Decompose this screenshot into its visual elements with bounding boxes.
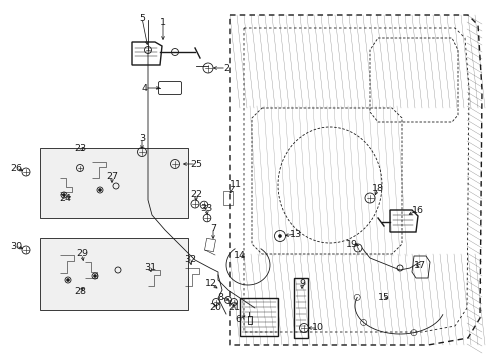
Bar [223, 191, 232, 205]
Text: 22: 22 [190, 189, 202, 198]
Text: 14: 14 [234, 252, 245, 261]
Bar [293, 278, 307, 338]
Text: 15: 15 [377, 293, 389, 302]
Text: 16: 16 [411, 206, 423, 215]
Circle shape [66, 278, 70, 282]
Text: 30: 30 [10, 242, 22, 251]
Text: 6: 6 [235, 315, 241, 324]
Circle shape [278, 234, 281, 238]
Bar [40, 148, 187, 218]
Text: 18: 18 [371, 184, 383, 193]
Text: 13: 13 [289, 230, 302, 239]
Bar [40, 238, 187, 310]
Text: 25: 25 [190, 159, 202, 168]
Text: 11: 11 [229, 180, 242, 189]
Circle shape [93, 274, 97, 278]
Text: 12: 12 [204, 279, 217, 288]
Text: 21: 21 [227, 303, 240, 312]
Text: 27: 27 [106, 171, 118, 180]
Circle shape [98, 188, 102, 192]
Text: 7: 7 [209, 224, 216, 233]
Text: 17: 17 [413, 261, 425, 270]
Text: 4: 4 [142, 84, 148, 93]
Bar [240, 298, 278, 336]
Text: 29: 29 [76, 249, 88, 258]
Text: 9: 9 [298, 279, 305, 288]
Circle shape [62, 193, 66, 197]
Text: 20: 20 [208, 303, 221, 312]
Text: 10: 10 [311, 324, 324, 333]
Text: 3: 3 [139, 134, 145, 143]
Text: 23: 23 [74, 144, 86, 153]
Text: 26: 26 [10, 163, 22, 172]
Text: 31: 31 [143, 264, 156, 273]
Bar [204, 238, 215, 252]
Text: 24: 24 [59, 194, 71, 202]
Text: 8: 8 [217, 293, 223, 302]
Text: 2: 2 [223, 63, 228, 72]
Text: 33: 33 [200, 203, 212, 212]
Text: 28: 28 [74, 287, 86, 296]
Text: 5: 5 [139, 14, 145, 23]
Text: 32: 32 [183, 256, 196, 265]
Text: 1: 1 [160, 18, 165, 27]
Text: 19: 19 [346, 239, 357, 248]
